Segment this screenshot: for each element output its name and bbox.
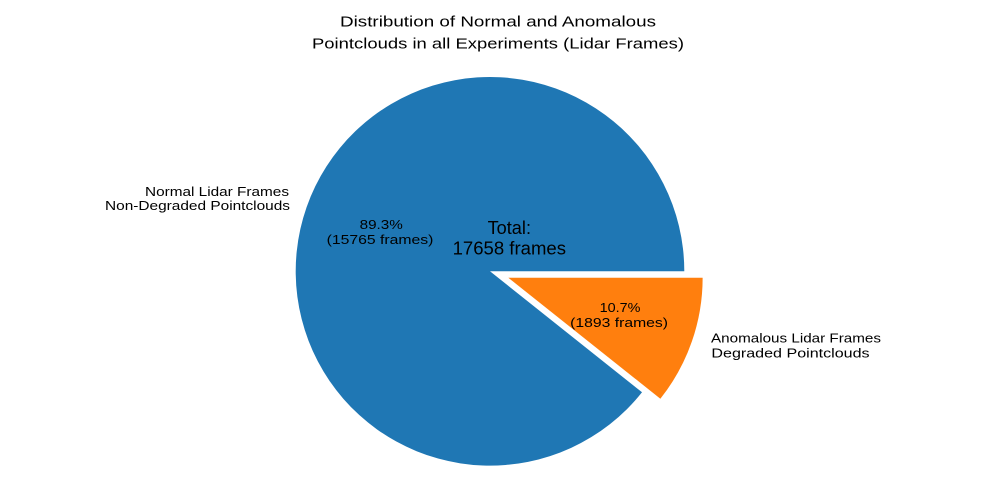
svg-text:Anomalous Lidar Frames: Anomalous Lidar Frames: [711, 332, 881, 346]
svg-text:Distribution of Normal and Ano: Distribution of Normal and Anomalous: [340, 13, 656, 30]
svg-text:Pointclouds in all Experiments: Pointclouds in all Experiments (Lidar Fr…: [312, 36, 684, 53]
svg-text:10.7%: 10.7%: [600, 301, 641, 315]
svg-text:Non-Degraded Pointclouds: Non-Degraded Pointclouds: [105, 199, 290, 213]
svg-text:Degraded Pointclouds: Degraded Pointclouds: [711, 346, 869, 360]
svg-text:Total:: Total:: [488, 218, 531, 238]
svg-text:(1893 frames): (1893 frames): [570, 316, 668, 330]
svg-text:(15765 frames): (15765 frames): [327, 233, 434, 247]
svg-text:Normal Lidar Frames: Normal Lidar Frames: [145, 185, 289, 199]
svg-text:89.3%: 89.3%: [360, 218, 403, 232]
svg-text:17658 frames: 17658 frames: [453, 239, 566, 259]
